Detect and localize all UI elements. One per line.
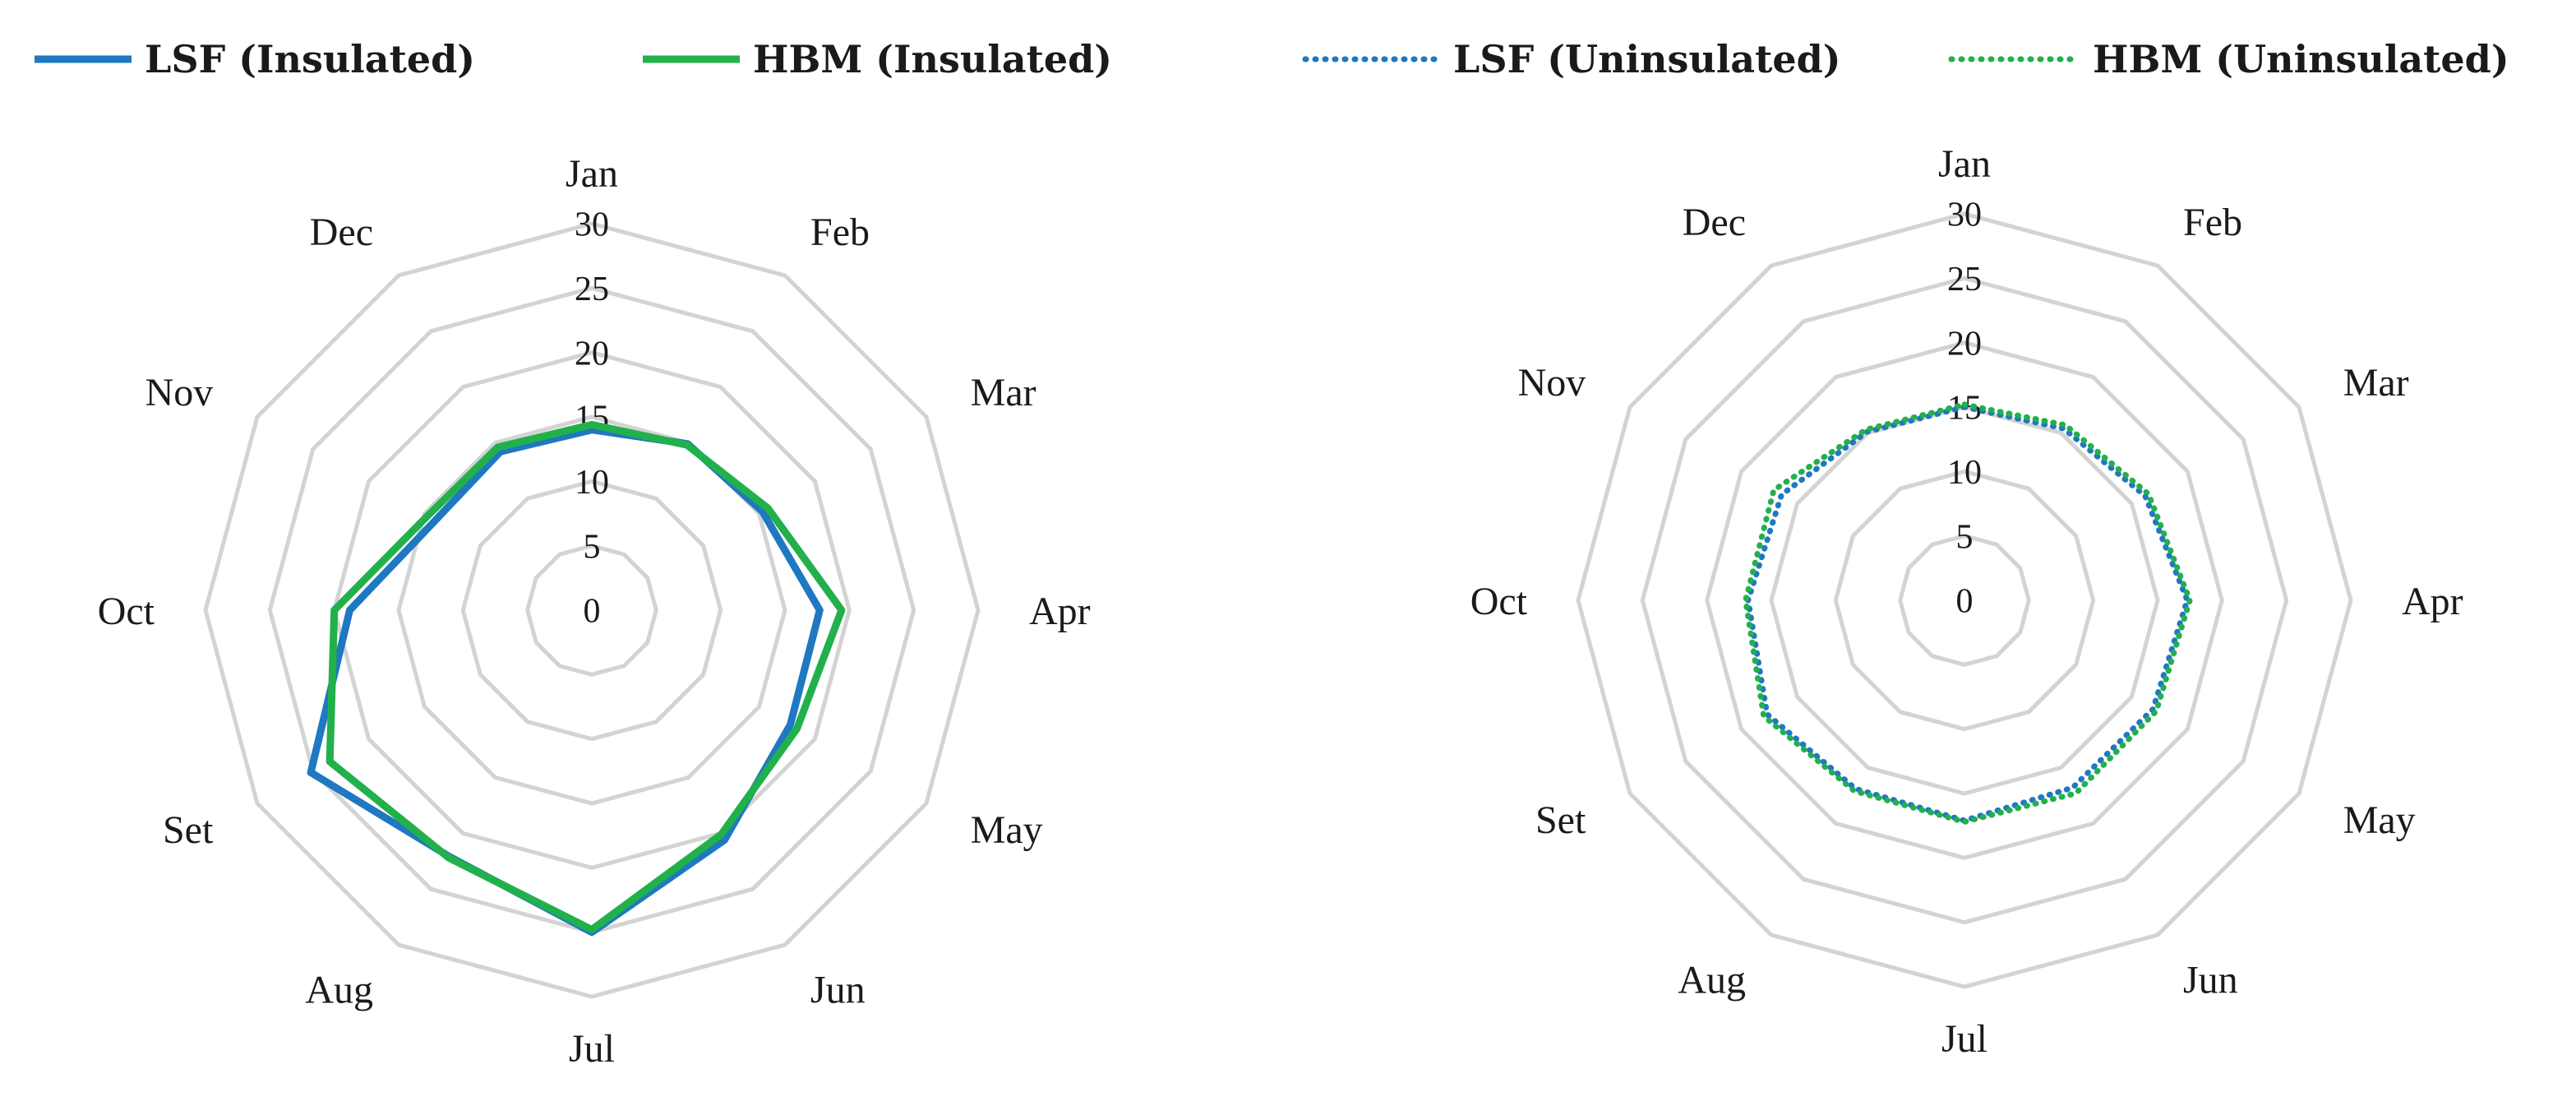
grid-ring: [525, 544, 658, 677]
grid-ring: [1833, 469, 2096, 732]
series-line-hbm-insulated: [325, 420, 846, 933]
category-label-aug: Aug: [305, 969, 373, 1012]
grid-ring: [1898, 534, 2031, 667]
category-label-nov: Nov: [145, 371, 214, 414]
category-label-feb: Feb: [2183, 201, 2242, 244]
radial-tick-label: 0: [1956, 583, 1974, 621]
radial-tick-label: 0: [584, 593, 601, 631]
radial-tick-label: 20: [575, 335, 609, 373]
category-label-jan: Jan: [566, 152, 618, 196]
category-label-dec: Dec: [310, 211, 373, 254]
radial-tick-label: 30: [1947, 197, 1982, 234]
radial-tick-label: 10: [1947, 454, 1982, 492]
series-line-lsf-insulated: [307, 426, 824, 937]
grid-ring: [460, 479, 723, 742]
radar-chart-1: 051015202530JanFebMarAprMayJunJulAugSetO…: [98, 152, 1091, 1071]
grid-ring: [1705, 340, 2224, 860]
category-label-dec: Dec: [1683, 201, 1746, 244]
radial-tick-label: 5: [584, 528, 601, 566]
category-label-jun: Jun: [810, 969, 866, 1012]
radial-tick-label: 25: [1947, 261, 1982, 298]
radial-tick-label: 20: [1947, 325, 1982, 363]
category-label-oct: Oct: [98, 590, 155, 633]
category-label-oct: Oct: [1470, 580, 1528, 623]
category-label-jul: Jul: [569, 1027, 615, 1071]
legend-label-2: HBM (Insulated): [753, 37, 1112, 81]
radial-tick-label: 10: [575, 464, 609, 502]
category-label-apr: Apr: [1029, 590, 1091, 633]
category-label-set: Set: [163, 808, 214, 852]
category-label-jul: Jul: [1941, 1017, 1987, 1061]
category-label-jun: Jun: [2183, 959, 2238, 1002]
category-label-nov: Nov: [1518, 361, 1586, 405]
legend-label-4: HBM (Uninsulated): [2093, 37, 2509, 81]
category-label-may: May: [2343, 798, 2416, 842]
radial-tick-label: 5: [1956, 518, 1974, 556]
category-label-may: May: [971, 808, 1043, 852]
grid-ring: [1640, 275, 2289, 925]
radial-tick-label: 30: [575, 206, 609, 244]
grid-ring: [396, 414, 787, 806]
category-label-set: Set: [1535, 798, 1586, 842]
grid-ring: [1576, 211, 2353, 989]
legend-label-1: LSF (Insulated): [145, 37, 475, 81]
category-label-feb: Feb: [810, 211, 870, 254]
grid-ring: [332, 350, 852, 870]
category-label-mar: Mar: [2343, 361, 2409, 405]
radial-tick-label: 25: [575, 271, 609, 308]
category-label-aug: Aug: [1678, 959, 1746, 1002]
grid-ring: [203, 221, 981, 999]
grid-ring: [1769, 405, 2160, 796]
series-line-hbm-uninsulated: [1743, 401, 2193, 825]
category-label-jan: Jan: [1938, 142, 1991, 186]
radar-chart-2: 051015202530JanFebMarAprMayJunJulAugSetO…: [1470, 142, 2463, 1061]
category-label-apr: Apr: [2402, 580, 2463, 623]
legend: LSF (Insulated) HBM (Insulated) LSF (Unins…: [35, 37, 2509, 81]
category-label-mar: Mar: [971, 371, 1036, 414]
legend-label-3: LSF (Uninsulated): [1453, 37, 1841, 81]
